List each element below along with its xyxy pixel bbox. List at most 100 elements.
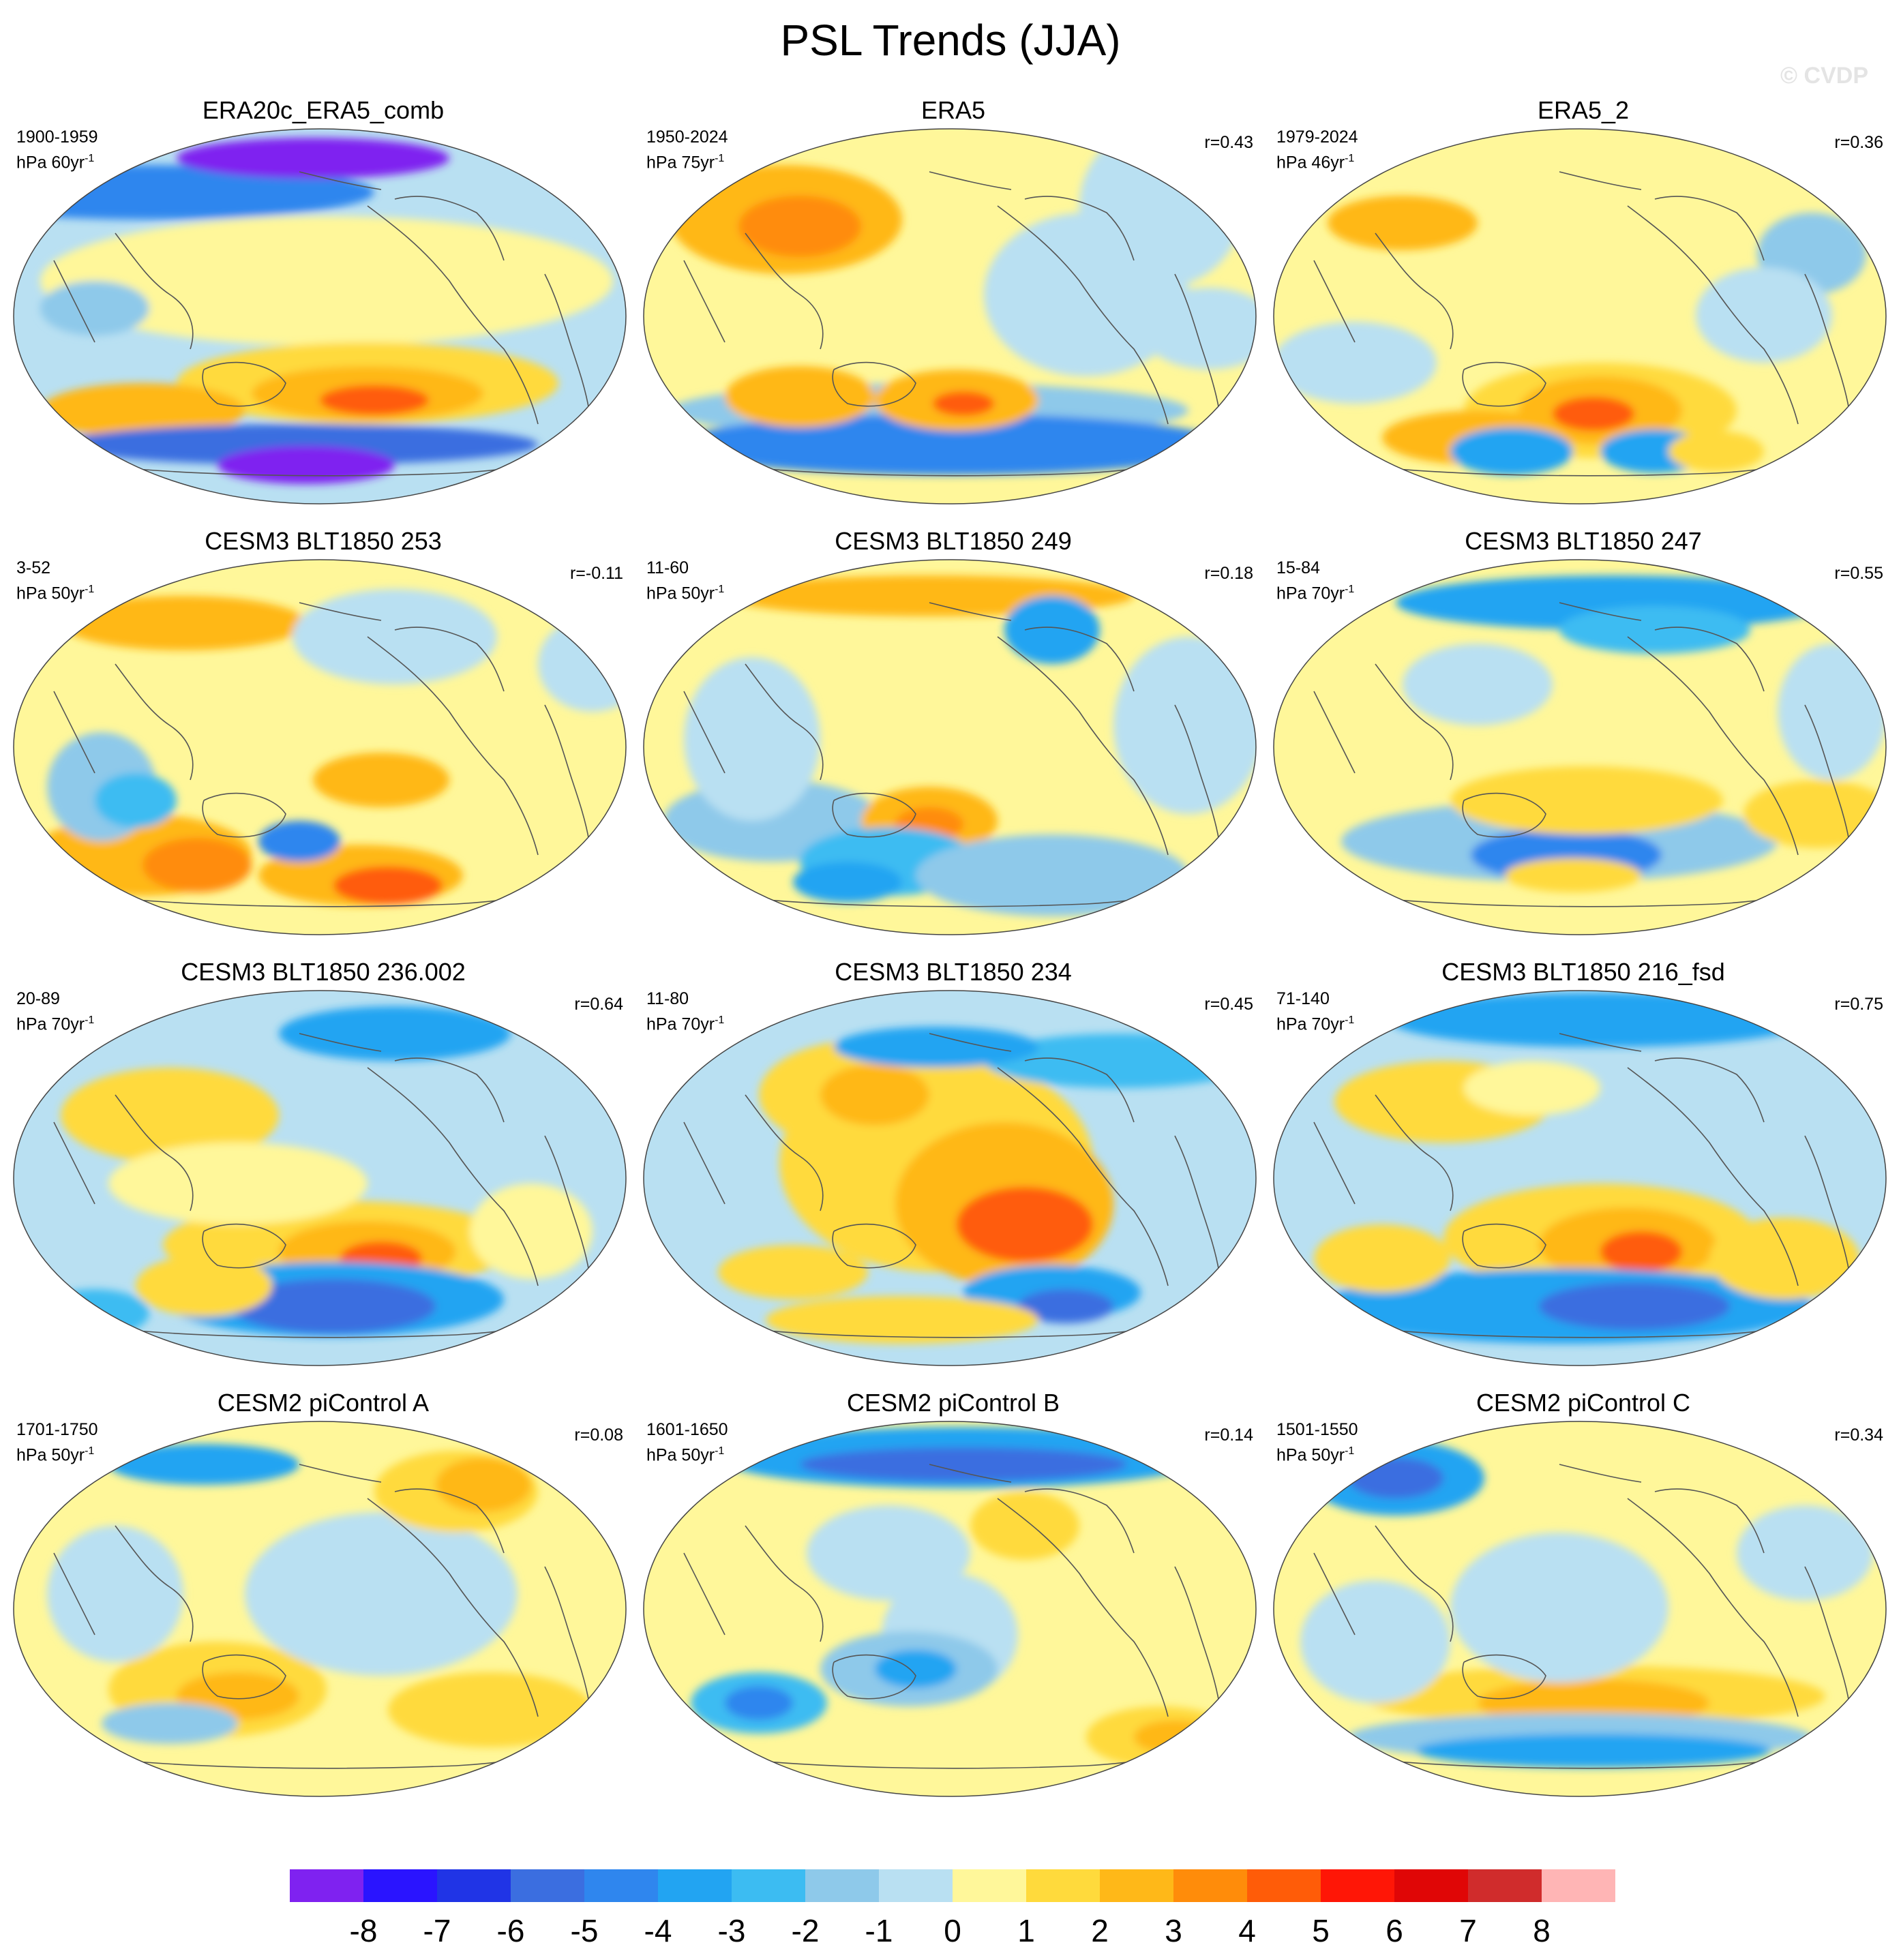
trend-anomaly — [47, 1526, 183, 1662]
coastline — [1627, 1067, 1799, 1286]
coastline — [367, 636, 539, 856]
trend-anomaly — [136, 1255, 272, 1316]
trend-anomaly — [436, 1458, 531, 1512]
colorbar-tick-label: 5 — [1312, 1913, 1330, 1948]
colorbar-tick-label: -3 — [718, 1913, 746, 1948]
colorbar-box — [732, 1869, 805, 1902]
coastline — [202, 361, 286, 407]
map-boundary — [643, 990, 1257, 1366]
trend-anomaly — [1737, 1505, 1873, 1601]
trend-anomaly — [916, 834, 1188, 916]
trend-anomaly — [61, 1068, 279, 1163]
panel-correlation: r=0.43 — [1204, 133, 1253, 152]
panel-title: ERA5 — [920, 96, 986, 124]
trend-anomaly — [1450, 766, 1723, 834]
colorbar-box — [879, 1869, 953, 1902]
contour-field — [1274, 1421, 1886, 1796]
map-panel: ERA5 1950-2024 hPa 75yr-1 r=0.43 — [640, 95, 1267, 525]
contour-field — [644, 1421, 1256, 1796]
panel-title: CESM2 piControl C — [1476, 1389, 1691, 1417]
coastline — [202, 1654, 286, 1700]
trend-anomaly — [800, 1447, 1127, 1481]
coastline — [832, 1223, 916, 1269]
coastlines — [683, 1033, 1220, 1338]
coastline — [394, 1057, 505, 1123]
map-panel: CESM3 BLT1850 236.002 20-89 hPa 70yr-1 r=0.… — [10, 957, 637, 1387]
colorbar-box — [1394, 1869, 1468, 1902]
trend-anomaly — [218, 446, 395, 484]
trend-anomaly — [231, 1279, 436, 1333]
colorbar-tick-label: 0 — [944, 1913, 961, 1948]
trend-anomaly — [320, 385, 429, 415]
coastline — [832, 792, 916, 838]
coastline — [202, 1223, 286, 1269]
figure-title: PSL Trends (JJA) — [780, 16, 1121, 65]
trend-map — [1273, 128, 1887, 504]
coastline — [1654, 1488, 1765, 1554]
panel-title: CESM3 BLT1850 216_fsd — [1441, 958, 1725, 986]
coastline — [1559, 171, 1642, 190]
coastline — [1174, 1135, 1220, 1273]
map-boundary — [643, 128, 1257, 504]
panel-units-text: hPa 50yr — [16, 1445, 85, 1465]
map-panel: CESM3 BLT1850 253 3-52 hPa 50yr-1 r=-0.11 — [10, 526, 637, 956]
colorbar-tick-label: -7 — [423, 1913, 451, 1948]
coastline — [115, 1094, 194, 1211]
colorbar-box — [584, 1869, 658, 1902]
coastline — [1462, 361, 1546, 407]
coastline — [832, 361, 916, 407]
colorbar-box — [290, 1869, 363, 1902]
trend-anomaly — [1389, 993, 1812, 1047]
panel-units: hPa 50yr-1 — [1276, 1441, 1354, 1465]
trend-anomaly — [933, 391, 994, 416]
coastline — [745, 232, 824, 350]
panel-units-exponent: -1 — [715, 1014, 725, 1026]
panel-title: CESM3 BLT1850 253 — [205, 527, 442, 555]
panel-title: CESM3 BLT1850 236.002 — [181, 958, 466, 986]
panel-period: 71-140 — [1276, 989, 1330, 1008]
colorbar-tick-label: 4 — [1238, 1913, 1256, 1948]
panel-period: 1979-2024 — [1276, 127, 1358, 147]
coastline — [1375, 1525, 1454, 1642]
trend-anomaly — [1553, 397, 1634, 431]
trend-anomaly — [1778, 644, 1886, 780]
coastline — [683, 260, 725, 343]
panel-units-text: hPa 46yr — [1276, 153, 1345, 172]
colorbar-box — [953, 1869, 1026, 1902]
colorbar-tick-label: -5 — [571, 1913, 599, 1948]
trend-anomaly — [1018, 1289, 1113, 1323]
coastline — [1804, 704, 1850, 842]
trend-anomaly — [102, 1703, 238, 1744]
coastline — [115, 1525, 194, 1642]
trend-anomaly — [970, 1492, 1079, 1560]
map-panel: CESM2 piControl A 1701-1750 hPa 50yr-1 r=0.… — [10, 1388, 637, 1818]
trend-anomaly — [177, 138, 449, 179]
trend-anomaly — [40, 383, 245, 438]
contour-field — [14, 1421, 626, 1796]
panel-period: 1601-1650 — [646, 1420, 728, 1439]
colorbar-box — [1026, 1869, 1100, 1902]
colorbar-box — [1321, 1869, 1394, 1902]
panel-correlation: r=0.64 — [574, 995, 623, 1014]
coastline — [1654, 196, 1765, 261]
map-panel: CESM2 piControl C 1501-1550 hPa 50yr-1 r=0.… — [1270, 1388, 1897, 1818]
coastline — [1375, 232, 1454, 350]
trend-anomaly — [1141, 288, 1256, 370]
panel-period: 1701-1750 — [16, 1420, 98, 1439]
colorbar-tick-label: 2 — [1091, 1913, 1109, 1948]
coastline — [929, 602, 1012, 621]
colorbar-tick-label: 8 — [1533, 1913, 1551, 1948]
panel-units: hPa 50yr-1 — [646, 579, 724, 603]
trend-anomaly — [957, 1187, 1093, 1262]
panel-units-text: hPa 70yr — [16, 1014, 85, 1034]
trend-anomaly — [1274, 322, 1437, 404]
trend-anomaly — [143, 838, 252, 892]
coastline — [115, 663, 194, 781]
coastline — [997, 1067, 1169, 1286]
trend-map — [1273, 990, 1887, 1366]
panel-correlation: r=0.55 — [1834, 564, 1883, 583]
coastline — [1804, 1566, 1850, 1704]
map-panel: CESM3 BLT1850 249 11-60 hPa 50yr-1 r=0.18 — [640, 526, 1267, 956]
coastline — [1804, 273, 1850, 411]
panel-title: CESM3 BLT1850 234 — [835, 958, 1072, 986]
